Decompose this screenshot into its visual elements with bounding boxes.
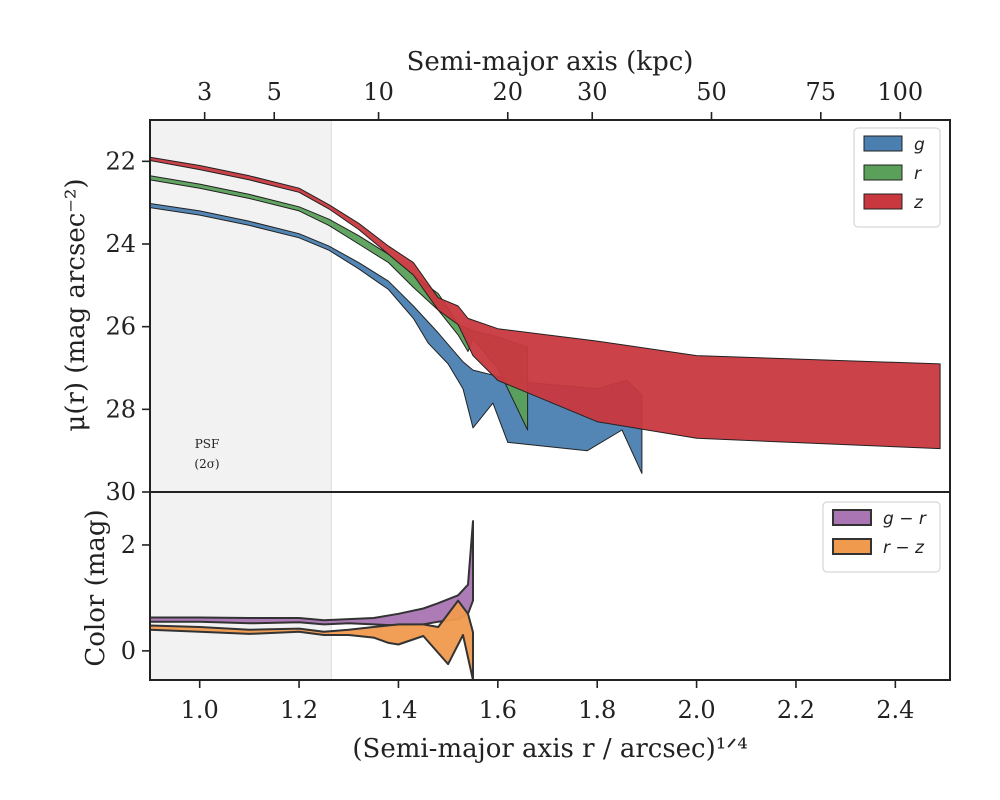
- x-axis-ticks: 1.0 1.2 1.4 1.6 1.8 2.0 2.2 2.4: [181, 680, 914, 724]
- top-y-ticks: 22 24 26 28 30: [105, 147, 150, 506]
- kpc-tick-label: 30: [577, 78, 608, 106]
- legend-swatch: [863, 193, 903, 210]
- legend-label: r − z: [883, 538, 925, 558]
- psf-label: PSF: [195, 437, 220, 451]
- color-y-tick-label: 0: [121, 637, 136, 665]
- x-tick-label: 1.4: [379, 696, 417, 724]
- kpc-axis-title: Semi-major axis (kpc): [407, 47, 694, 77]
- psf-sigma-label: (2σ): [194, 457, 219, 471]
- top-y-tick-label: 22: [105, 147, 136, 175]
- x-tick-label: 1.6: [479, 696, 517, 724]
- color-panel: 02 1.0 1.2 1.4 1.6 1.8 2.0 2.2 2.4 g − rr − z (…: [81, 491, 951, 764]
- legend-label: g − r: [883, 509, 927, 529]
- kpc-tick-label: 50: [696, 78, 727, 106]
- color-y-tick-label: 2: [121, 531, 136, 559]
- x-tick-label: 2.2: [777, 696, 815, 724]
- kpc-tick-label: 5: [267, 78, 282, 106]
- legend-label: g: [914, 135, 925, 155]
- band-legend: grz: [853, 127, 941, 228]
- top-y-tick-label: 30: [105, 478, 136, 506]
- x-tick-label: 2.4: [876, 696, 914, 724]
- x-tick-label: 1.8: [578, 696, 616, 724]
- x-tick-label: 1.0: [181, 696, 219, 724]
- legend-swatch: [832, 509, 872, 526]
- kpc-tick-label: 100: [877, 78, 923, 106]
- band-z-area: [149, 156, 941, 450]
- color-band-0-area: [149, 520, 474, 627]
- color-y-ticks: 02: [121, 531, 150, 665]
- legend-label: z: [913, 193, 924, 213]
- legend-swatch: [863, 135, 903, 152]
- kpc-tick-label: 10: [363, 78, 394, 106]
- kpc-axis-ticks: 3 5 10 20 30 50 75 100: [197, 78, 923, 120]
- kpc-tick-label: 3: [197, 78, 212, 106]
- kpc-tick-label: 20: [492, 78, 523, 106]
- legend-swatch: [863, 164, 903, 181]
- top-y-tick-label: 26: [105, 313, 136, 341]
- surface-brightness-axis-title: μ(r) (mag arcsec⁻²): [61, 178, 91, 431]
- band-r-area: [149, 175, 529, 431]
- legend-swatch: [832, 538, 872, 555]
- x-tick-label: 1.2: [280, 696, 318, 724]
- legend-label: r: [914, 164, 922, 184]
- color-panel-frame: [149, 491, 951, 681]
- x-axis-title: (Semi-major axis r / arcsec)¹ᐟ⁴: [352, 734, 747, 764]
- color-legend: g − r r − z: [822, 501, 941, 573]
- kpc-tick-label: 75: [806, 78, 837, 106]
- top-y-tick-label: 24: [105, 230, 136, 258]
- color-axis-title: Color (mag): [81, 509, 111, 666]
- x-tick-label: 2.0: [677, 696, 715, 724]
- psf-shaded-region-color: [150, 492, 332, 680]
- surface-brightness-bands: [149, 156, 941, 474]
- top-y-tick-label: 28: [105, 395, 136, 423]
